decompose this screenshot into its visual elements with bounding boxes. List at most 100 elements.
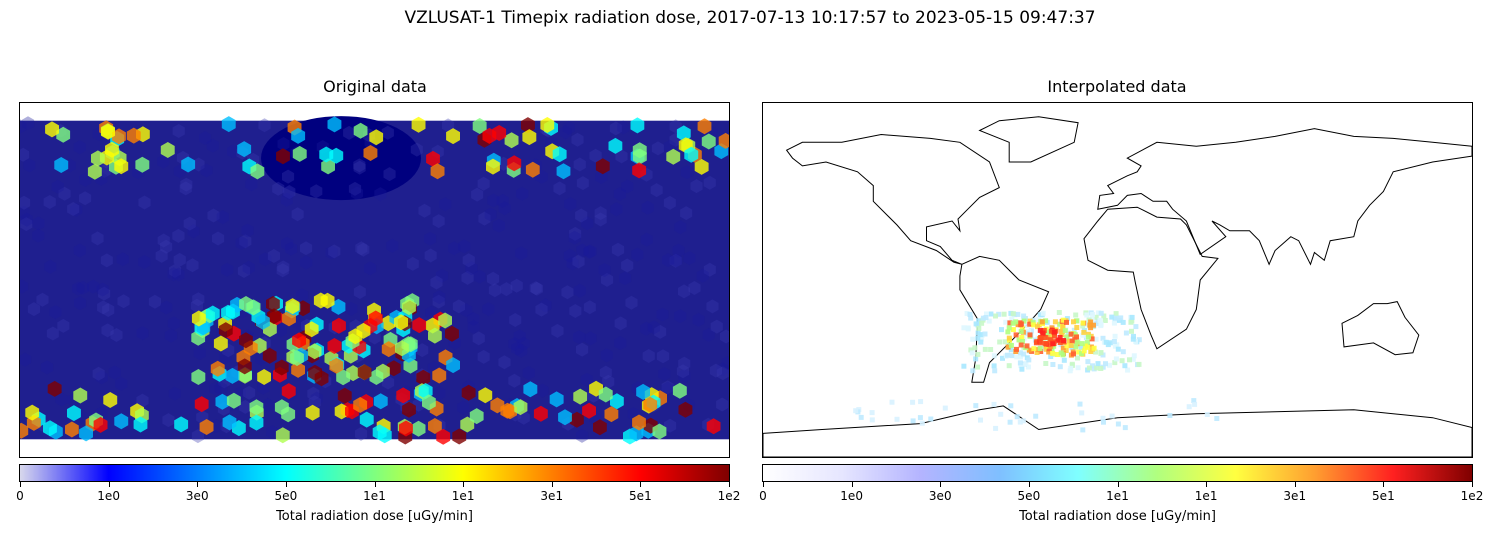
interpolated-cell xyxy=(1057,364,1063,370)
hexbin-cell xyxy=(428,418,442,434)
hexbin-cell xyxy=(239,234,252,249)
hexbin-cell xyxy=(357,364,372,381)
hexbin-cell xyxy=(508,337,521,351)
hexbin-cell xyxy=(571,132,584,147)
hexbin-cell xyxy=(292,332,306,349)
hexbin-cell xyxy=(716,366,729,381)
interpolated-cell xyxy=(1021,313,1027,319)
hexbin-cell xyxy=(610,393,624,410)
hexbin-cell xyxy=(498,355,511,370)
interpolated-cell xyxy=(1129,318,1135,324)
right-colorbar-gradient xyxy=(763,465,1472,481)
hexbin-cell xyxy=(291,127,306,144)
hexbin-cell xyxy=(487,271,500,286)
interpolated-cell xyxy=(967,312,973,317)
hexbin-cell xyxy=(210,360,225,377)
interpolated-cell xyxy=(942,405,948,411)
hexbin-cell xyxy=(511,341,524,356)
interpolated-cell xyxy=(1038,349,1044,354)
hexbin-cell xyxy=(372,424,387,441)
hexbin-cell xyxy=(292,145,307,162)
interpolated-cell xyxy=(1043,340,1049,346)
hexbin-cell xyxy=(353,160,366,175)
hexbin-cell xyxy=(575,208,588,223)
interpolated-cell xyxy=(1037,346,1043,351)
hexbin-cell xyxy=(669,253,682,268)
hexbin-cell xyxy=(283,185,296,199)
interpolated-cell xyxy=(993,313,998,319)
hexbin-cell xyxy=(467,319,480,334)
hexbin-cell xyxy=(23,158,36,173)
interpolated-cell xyxy=(1085,331,1091,337)
hexbin-cell xyxy=(115,376,128,391)
interpolated-cell xyxy=(1058,350,1064,356)
interpolated-cell xyxy=(1098,350,1104,355)
hexbin-cell xyxy=(331,298,346,315)
hexbin-cell xyxy=(521,117,535,134)
interpolated-cell xyxy=(1059,332,1065,338)
hexbin-cell xyxy=(249,414,264,431)
hexbin-cell xyxy=(199,419,214,435)
hexbin-cell xyxy=(500,282,513,297)
interpolated-cell xyxy=(1057,334,1063,340)
hexbin-cell xyxy=(117,294,130,309)
interpolated-cell xyxy=(1069,361,1075,367)
hexbin-cell xyxy=(95,370,108,385)
colorbar-tick-label: 1e1 xyxy=(1106,489,1129,503)
hexbin-cell xyxy=(599,365,612,380)
colorbar-tick-mark xyxy=(1472,482,1473,487)
colorbar-tick-mark xyxy=(729,482,730,487)
hexbin-cell xyxy=(276,148,290,165)
hexbin-cell xyxy=(594,212,607,227)
hexbin-cell xyxy=(167,267,180,282)
hexbin-cell xyxy=(282,185,295,200)
hexbin-cell xyxy=(281,236,294,251)
hexbin-cell xyxy=(432,294,445,309)
hexbin-cell xyxy=(573,157,586,172)
interpolated-cell xyxy=(1014,346,1019,352)
hexbin-cell xyxy=(98,286,111,301)
interpolated-cell xyxy=(1040,330,1046,336)
hexbin-cell xyxy=(674,309,687,324)
hexbin-cell xyxy=(186,258,199,273)
hexbin-cell xyxy=(293,316,306,331)
hexbin-cell xyxy=(36,292,49,307)
interpolated-cell xyxy=(1056,310,1062,315)
hexbin-cell xyxy=(300,241,313,256)
interpolated-cell xyxy=(1015,322,1021,328)
interpolated-cell xyxy=(1010,311,1016,317)
hexbin-cell xyxy=(213,335,228,352)
interpolated-cell xyxy=(1079,341,1085,347)
interpolated-cell xyxy=(1080,332,1086,338)
hexbin-cell xyxy=(650,183,663,198)
colorbar-tick-label: 1e2 xyxy=(1460,489,1484,503)
interpolated-cell xyxy=(1060,328,1065,334)
hexbin-cell xyxy=(484,207,497,222)
hexbin-cell xyxy=(43,195,56,209)
interpolated-cell xyxy=(1073,344,1079,350)
hexbin-cell xyxy=(424,231,437,246)
hexbin-cell xyxy=(458,239,471,254)
hexbin-cell xyxy=(640,232,653,247)
interpolated-cell xyxy=(1017,419,1023,425)
hexbin-cell xyxy=(272,181,285,196)
interpolated-cell xyxy=(973,403,979,409)
hexbin-cell xyxy=(102,303,115,317)
hexbin-cell xyxy=(552,146,567,163)
hexbin-cell xyxy=(678,356,691,371)
interpolated-cell xyxy=(1107,362,1112,368)
interpolated-cell xyxy=(1017,360,1023,366)
hexbin-cell xyxy=(632,414,646,431)
hexbin-cell xyxy=(310,391,323,406)
hexbin-cell xyxy=(200,163,213,178)
interpolated-cell xyxy=(1077,401,1083,407)
hexbin-cell xyxy=(320,292,335,309)
interpolated-cell xyxy=(1093,314,1099,320)
hexbin-cell xyxy=(108,365,121,380)
hexbin-cell xyxy=(663,195,676,210)
hexbin-cell xyxy=(43,420,57,437)
hexbin-cell xyxy=(716,397,729,412)
colorbar-tick-mark xyxy=(463,482,465,487)
interpolated-cell xyxy=(1031,346,1037,352)
hexbin-cell xyxy=(96,282,109,297)
